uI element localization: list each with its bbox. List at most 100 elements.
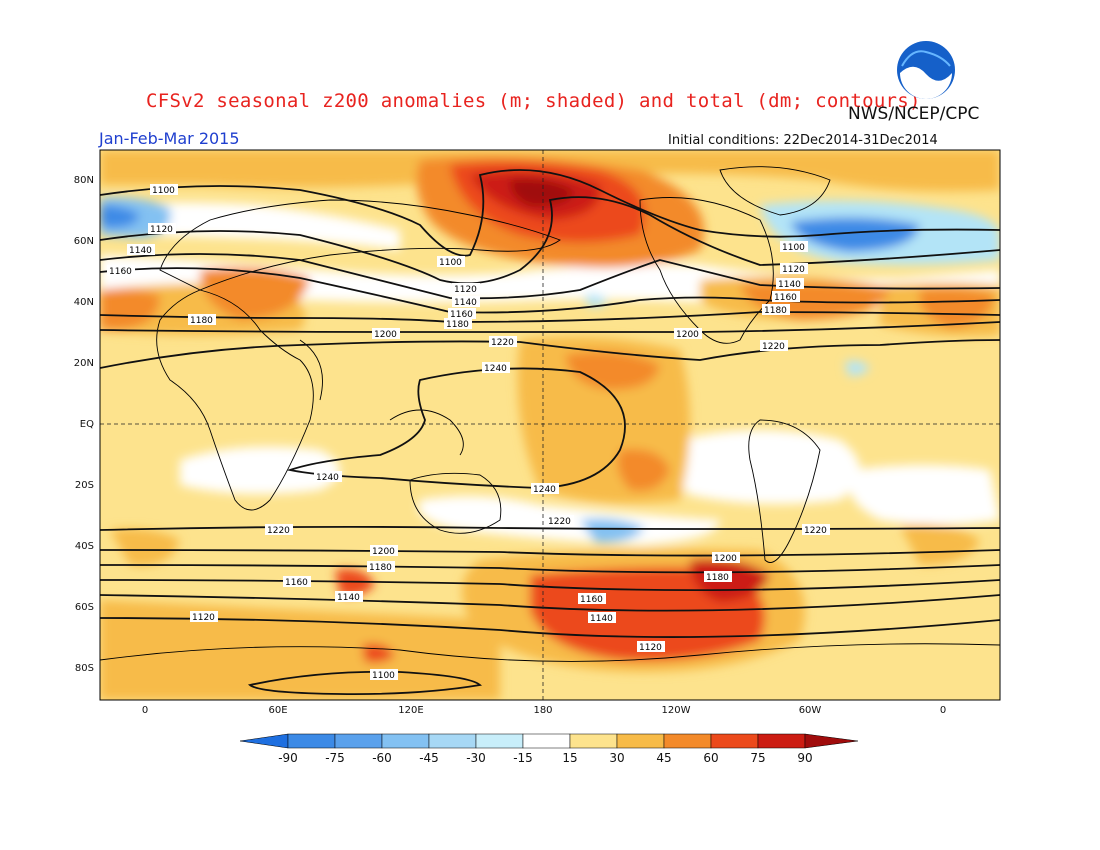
colorbar-label: 15 [562,751,578,765]
svg-text:1120: 1120 [454,285,477,295]
svg-text:1120: 1120 [150,225,173,235]
lat-label: 40S [74,541,94,552]
contour-label: 1240 [531,483,559,495]
colorbar-label: -15 [513,751,533,765]
contour-label: 1200 [674,328,702,340]
chart-title: CFSv2 seasonal z200 anomalies (m; shaded… [146,90,921,112]
lat-label: 80N [73,175,94,186]
colorbar-label: -90 [278,751,298,765]
blue-patch-tropic [845,360,870,376]
contour-label: 1200 [370,545,398,557]
blue-patch-south [580,518,645,543]
contour-label: 1220 [760,340,788,352]
contour-1200 [100,321,1000,333]
contour-label: 1120 [148,223,176,235]
logo-arc [901,50,951,67]
contour-label: 1100 [370,669,398,681]
svg-text:1240: 1240 [533,485,556,495]
lat-label: 20N [73,358,94,369]
lat-label: 60S [74,602,94,613]
svg-text:1240: 1240 [484,364,507,374]
contour-label: 1120 [780,263,808,275]
contour-label: 1120 [637,641,665,653]
colorbar-label: 45 [656,751,672,765]
lat-label: EQ [79,419,94,430]
dark-orange-west [100,288,160,330]
antarctica-outline [100,643,1000,662]
contour-label: 1120 [452,283,480,295]
svg-text:1160: 1160 [109,267,132,277]
lon-label: 0 [939,705,947,716]
lon-label: 60W [798,705,822,716]
contour-label: 1160 [107,265,135,277]
lon-label: 0 [141,705,149,716]
colorbar-label: 30 [609,751,625,765]
contour-label: 1160 [772,291,800,303]
contour-label: 1140 [776,278,804,290]
svg-text:1100: 1100 [152,186,175,196]
contour-label: 1240 [314,471,342,483]
contour-label: 1180 [704,571,732,583]
north-america-outline [639,197,774,344]
svg-text:1100: 1100 [439,258,462,268]
contour-label: 1160 [578,593,606,605]
colorbar-label: 60 [703,751,719,765]
red-patch-indian [335,569,375,597]
initial-conditions-label: Initial conditions: 22Dec2014-31Dec2014 [668,133,938,148]
africa-outline [156,289,314,511]
svg-text:1240: 1240 [316,473,339,483]
svg-text:1220: 1220 [267,526,290,536]
lon-label: 180 [533,705,553,716]
contour-1180-south [100,564,1000,574]
svg-text:1220: 1220 [762,342,785,352]
white-patch-atlantic [848,465,1000,525]
svg-text:1120: 1120 [639,643,662,653]
white-patch-samerica [672,430,860,504]
colorbar-label: -60 [372,751,392,765]
svg-text:1120: 1120 [782,265,805,275]
colorbar-label: 90 [797,751,813,765]
contour-label: 1160 [448,308,476,320]
colorbar-label: -75 [325,751,345,765]
contour-1120 [100,196,1000,285]
lon-label: 120W [661,705,691,716]
svg-text:1160: 1160 [450,310,473,320]
contour-label: 1140 [452,296,480,308]
svg-text:1180: 1180 [446,320,469,330]
contour-label: 1180 [444,318,472,330]
svg-text:1140: 1140 [590,614,613,624]
orange-patch-sw [110,528,180,566]
contour-1100-south [247,670,482,695]
blue-patch-nr [585,294,608,307]
greenland-outline [719,166,831,216]
contour-label: 1200 [712,552,740,564]
svg-text:1180: 1180 [764,306,787,316]
australia-outline [409,472,502,534]
contour-1240 [286,367,626,489]
contour-1140-south [100,594,1000,612]
lat-label: 60N [73,236,94,247]
contour-label: 1240 [482,362,510,374]
svg-text:1200: 1200 [372,547,395,557]
contour-label: 1220 [802,524,830,536]
logo-wave [900,66,952,99]
svg-text:1220: 1220 [548,517,571,527]
noaa-logo-icon [897,41,955,99]
contour-label: 1100 [437,256,465,268]
contour-1200-south [100,549,1000,557]
svg-text:1100: 1100 [782,243,805,253]
indonesia-outline [389,409,464,456]
svg-text:1140: 1140 [337,593,360,603]
eurasia-outline [159,199,561,291]
lat-label: 80S [74,663,94,674]
contour-label: 1140 [588,612,616,624]
svg-text:1200: 1200 [374,330,397,340]
contour-label: 1220 [546,515,574,527]
contour-label: 1220 [489,336,517,348]
colorbar-label: -30 [466,751,486,765]
contour-label: 1160 [283,576,311,588]
dark-orange-asia [200,267,310,320]
svg-text:1180: 1180 [706,573,729,583]
map-frame [99,149,1001,701]
